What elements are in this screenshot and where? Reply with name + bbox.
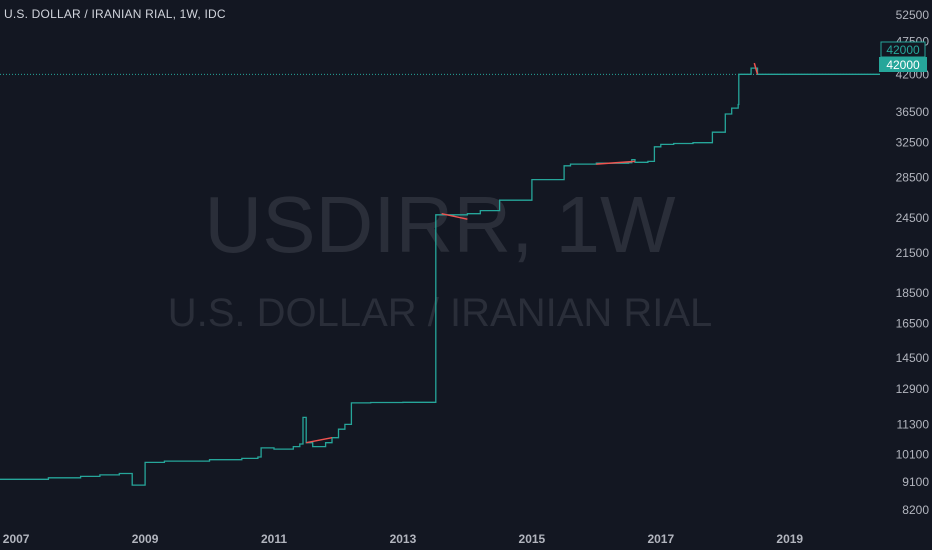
x-tick-label: 2007: [3, 532, 30, 546]
y-tick-label: 12900: [896, 382, 930, 396]
y-tick-label: 16500: [896, 316, 930, 330]
x-tick-label: 2011: [261, 532, 287, 546]
y-tick-label: 24500: [896, 211, 930, 225]
x-tick-label: 2013: [390, 532, 417, 546]
y-tick-label: 32500: [896, 136, 930, 150]
y-tick-label: 52500: [896, 8, 930, 22]
time-axis[interactable]: 2007 2009 2011 2013 2015 2017 2019: [3, 532, 804, 546]
y-tick-label: 9100: [902, 475, 929, 489]
y-tick-label: 11300: [897, 417, 930, 431]
down-segment: [441, 212, 468, 220]
price-labels: 42000 42000: [879, 41, 927, 72]
y-tick-label: 8200: [902, 503, 929, 517]
prev-price-label: 42000: [886, 43, 920, 57]
down-segment: [306, 436, 333, 444]
watermark-name: U.S. DOLLAR / IRANIAN RIAL: [168, 291, 713, 335]
watermark: USDIRR, 1W U.S. DOLLAR / IRANIAN RIAL: [168, 180, 713, 335]
y-tick-label: 14500: [896, 351, 930, 365]
y-tick-label: 10100: [896, 447, 930, 461]
last-price-label: 42000: [886, 58, 920, 72]
watermark-symbol: USDIRR, 1W: [204, 180, 676, 269]
y-tick-label: 18500: [896, 286, 930, 300]
last-price-label-box: [879, 57, 927, 72]
y-tick-label: 36500: [896, 105, 930, 119]
down-segment: [596, 160, 636, 165]
x-tick-label: 2015: [519, 532, 546, 546]
plot-area: [0, 62, 880, 486]
x-tick-label: 2009: [132, 532, 159, 546]
series-line: [0, 67, 880, 486]
x-tick-label: 2019: [776, 532, 803, 546]
down-segment: [753, 62, 759, 75]
chart-title: U.S. DOLLAR / IRANIAN RIAL, 1W, IDC: [4, 7, 226, 21]
y-tick-label: 21500: [896, 246, 930, 260]
y-tick-label: 28500: [896, 171, 930, 185]
price-axis[interactable]: 5250047500420003650032500285002450021500…: [896, 8, 930, 517]
x-tick-label: 2017: [647, 532, 674, 546]
